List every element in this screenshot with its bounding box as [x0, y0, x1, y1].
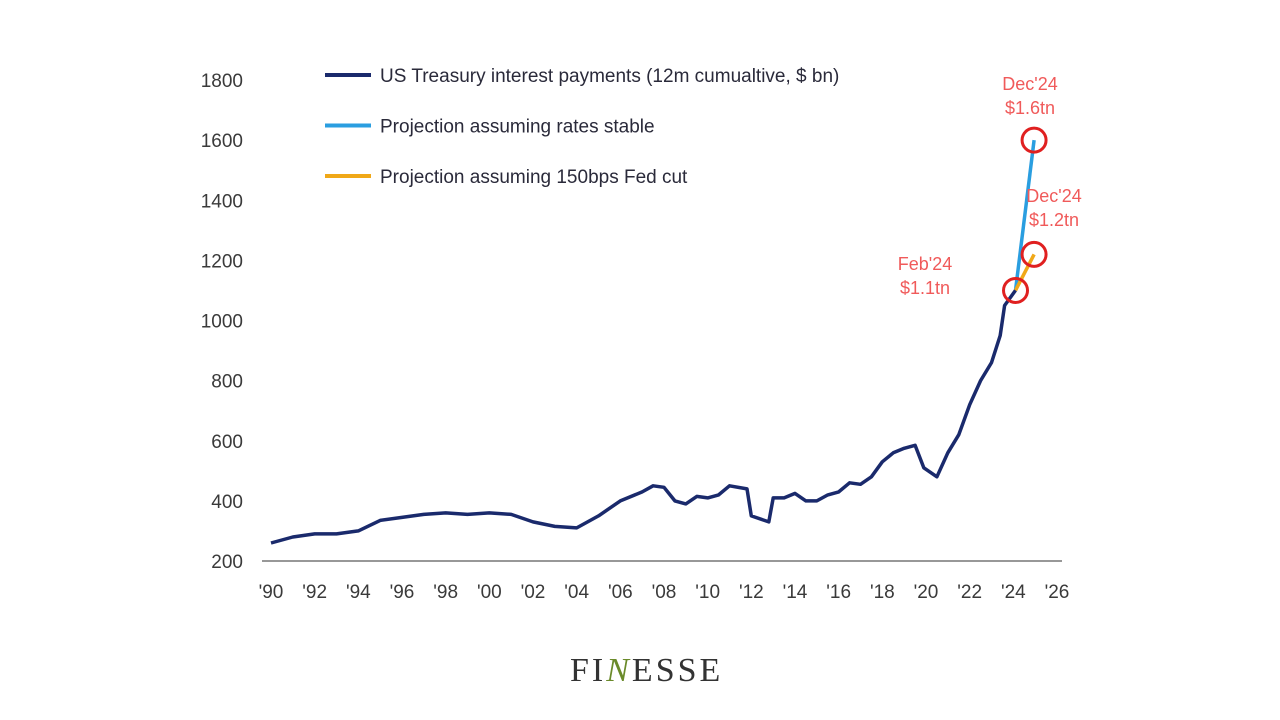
y-tick-label: 1000 [201, 312, 243, 333]
annotation-date: Dec'24 [1026, 186, 1081, 206]
x-tick-label: '98 [433, 582, 458, 603]
annotation-value: $1.6tn [1005, 98, 1055, 118]
y-tick-label: 1200 [201, 251, 243, 272]
x-tick-label: '96 [390, 582, 415, 603]
x-tick-label: '12 [739, 582, 764, 603]
x-tick-label: '22 [957, 582, 982, 603]
x-tick-label: '02 [521, 582, 546, 603]
y-tick-label: 600 [211, 432, 243, 453]
annotation-circle [1002, 276, 1030, 304]
y-tick-label: 800 [211, 372, 243, 393]
annotation-value: $1.2tn [1029, 210, 1079, 230]
x-tick-label: '10 [695, 582, 720, 603]
x-tick-label: '92 [302, 582, 327, 603]
annotation-circle [1020, 240, 1048, 268]
series-line-1 [1013, 139, 1036, 291]
x-tick-label: '16 [826, 582, 851, 603]
annotation-circle [1020, 126, 1048, 154]
series-line-2 [1013, 253, 1036, 292]
y-tick-label: 1800 [201, 71, 243, 92]
x-tick-label: '94 [346, 582, 371, 603]
y-tick-label: 200 [211, 552, 243, 573]
x-tick-label: '24 [1001, 582, 1026, 603]
legend-label: Projection assuming 150bps Fed cut [380, 167, 688, 188]
series-line-0 [270, 289, 1017, 545]
x-tick-label: '08 [652, 582, 677, 603]
x-tick-label: '06 [608, 582, 633, 603]
legend-label: Projection assuming rates stable [380, 117, 655, 138]
annotation-date: Dec'24 [1002, 74, 1057, 94]
y-tick-label: 1400 [201, 191, 243, 212]
legend-label: US Treasury interest payments (12m cumua… [380, 66, 839, 87]
annotation-value: $1.1tn [900, 278, 950, 298]
x-tick-label: '18 [870, 582, 895, 603]
x-tick-label: '00 [477, 582, 502, 603]
x-tick-label: '04 [564, 582, 589, 603]
finesse-logo: FINESSE [570, 652, 724, 689]
annotation-date: Feb'24 [898, 254, 952, 274]
y-tick-label: 1600 [201, 131, 243, 152]
x-tick-label: '14 [783, 582, 808, 603]
x-tick-label: '90 [259, 582, 284, 603]
x-tick-label: '26 [1045, 582, 1070, 603]
x-tick-label: '20 [914, 582, 939, 603]
y-tick-label: 400 [211, 492, 243, 513]
